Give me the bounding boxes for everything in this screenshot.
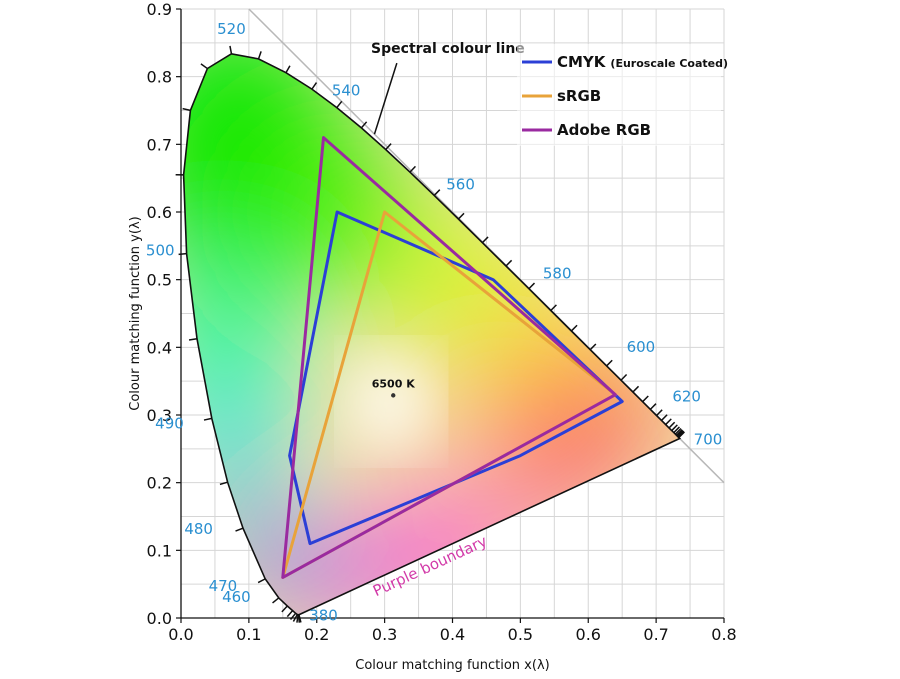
legend-name-1: sRGB — [557, 87, 601, 105]
fill-blob — [296, 544, 391, 612]
fill-white-blob — [351, 354, 432, 449]
y-tick-label: 0.5 — [147, 271, 172, 290]
locus-tick — [661, 415, 667, 421]
x-tick-label: 0.5 — [508, 625, 533, 644]
wavelength-label-540: 540 — [332, 82, 361, 100]
wavelength-label-620: 620 — [672, 387, 701, 405]
y-tick-label: 0.8 — [147, 68, 172, 87]
locus-tick — [482, 237, 488, 243]
wavelength-label-470: 470 — [209, 577, 238, 595]
fill-blob — [222, 496, 303, 577]
wavelength-label-560: 560 — [446, 175, 475, 193]
locus-tick — [669, 422, 675, 428]
locus-tick — [337, 101, 342, 107]
locus-tick — [299, 615, 300, 623]
wavelength-label-600: 600 — [627, 338, 656, 356]
locus-tick — [506, 260, 512, 266]
wavelength-label-490: 490 — [155, 414, 184, 432]
locus-tick — [643, 396, 649, 402]
locus-tick — [571, 325, 577, 331]
legend-name-0: CMYK — [557, 53, 607, 71]
locus-tick — [633, 386, 639, 392]
locus-tick — [607, 360, 613, 366]
legend-label-1: sRGB — [557, 87, 601, 105]
locus-tick — [551, 305, 557, 311]
locus-tick — [529, 283, 535, 289]
locus-tick — [458, 213, 464, 219]
locus-tick — [273, 598, 279, 603]
locus-tick — [230, 46, 231, 54]
legend-name-suffix-0: (Euroscale Coated) — [610, 57, 728, 70]
locus-tick — [236, 528, 243, 531]
y-tick-label: 0.1 — [147, 541, 172, 560]
x-tick-label: 0.2 — [304, 625, 329, 644]
spectral-line-pointer — [374, 63, 396, 134]
locus-tick — [666, 419, 672, 425]
x-tick-label: 0.6 — [576, 625, 601, 644]
wavelength-label-480: 480 — [184, 520, 213, 538]
locus-tick — [204, 418, 212, 420]
x-tick-label: 0.8 — [711, 625, 736, 644]
locus-tick — [286, 66, 290, 73]
x-tick-label: 0.0 — [168, 625, 193, 644]
locus-tick — [201, 64, 207, 69]
wavelength-label-500: 500 — [146, 242, 175, 260]
y-tick-label: 0.9 — [147, 0, 172, 19]
x-tick-label: 0.7 — [643, 625, 668, 644]
locus-tick — [312, 83, 317, 90]
legend-label-2: Adobe RGB — [557, 121, 651, 139]
fill-white — [351, 354, 432, 449]
locus-tick — [434, 190, 440, 196]
locus-tick — [258, 579, 265, 583]
locus-tick — [287, 611, 292, 617]
wavelength-label-580: 580 — [543, 265, 572, 283]
locus-tick — [650, 404, 656, 410]
y-tick-label: 0.4 — [147, 338, 172, 357]
x-tick-label: 0.1 — [236, 625, 261, 644]
legend: CMYK(Euroscale Coated) sRGB Adobe RGB — [517, 44, 728, 146]
y-tick-label: 0.6 — [147, 203, 172, 222]
white-point-label: 6500 K — [372, 377, 415, 390]
y-tick-label: 0.7 — [147, 135, 172, 154]
locus-tick — [179, 254, 187, 255]
wavelength-label-700: 700 — [694, 430, 723, 448]
x-axis-label: Colour matching function x(λ) — [355, 658, 549, 673]
fill-blob — [249, 131, 412, 293]
y-tick-label: 0.0 — [147, 609, 172, 628]
x-tick-label: 0.4 — [440, 625, 465, 644]
white-point-marker — [391, 393, 395, 397]
locus-tick — [259, 51, 262, 59]
fill-blob — [181, 388, 276, 483]
wavelength-label-520: 520 — [217, 20, 246, 38]
legend-name-2: Adobe RGB — [557, 121, 651, 139]
fill-blob — [453, 374, 534, 455]
x-tick-label: 0.3 — [372, 625, 397, 644]
y-tick-label: 0.2 — [147, 474, 172, 493]
locus-tick — [189, 339, 197, 340]
spectral-line-label: Spectral colour line — [371, 41, 525, 57]
y-axis-label: Colour matching function y(λ) — [128, 216, 143, 410]
wavelength-label-380: 380 — [309, 607, 338, 625]
